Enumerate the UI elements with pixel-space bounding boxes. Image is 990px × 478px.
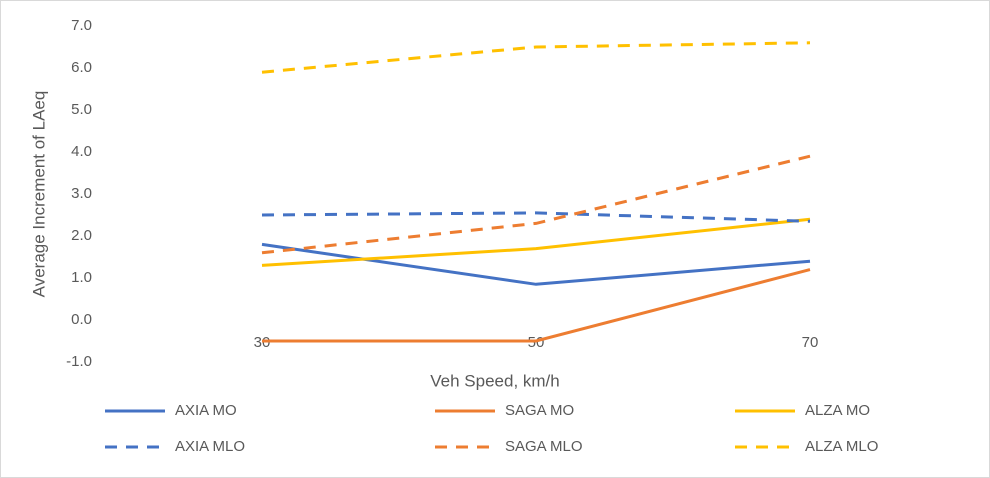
x-tick-label: 70 — [802, 334, 819, 351]
x-axis-title: Veh Speed, km/h — [430, 371, 559, 390]
line-series — [261, 242, 811, 286]
legend-label: ALZA MLO — [805, 438, 878, 455]
y-tick-label: 3.0 — [71, 185, 92, 202]
y-tick-label: 1.0 — [71, 269, 92, 286]
line-series — [261, 41, 811, 74]
legend-label: ALZA MO — [805, 402, 870, 419]
y-tick-label: 6.0 — [71, 59, 92, 76]
y-tick-label: 0.0 — [71, 311, 92, 328]
line-series — [262, 268, 811, 343]
line-series — [261, 211, 811, 223]
legend-label: AXIA MLO — [175, 438, 245, 455]
y-tick-label: 5.0 — [71, 101, 92, 118]
line-series — [261, 217, 811, 267]
y-tick-label: 7.0 — [71, 17, 92, 34]
y-tick-label: 4.0 — [71, 143, 92, 160]
y-tick-label: 2.0 — [71, 227, 92, 244]
legend-label: SAGA MO — [505, 402, 574, 419]
y-tick-label: -1.0 — [66, 353, 92, 370]
legend-label: AXIA MO — [175, 402, 237, 419]
y-axis-title: Average Increment of LAeq — [29, 91, 48, 298]
line-series — [261, 154, 811, 255]
legend-label: SAGA MLO — [505, 438, 583, 455]
